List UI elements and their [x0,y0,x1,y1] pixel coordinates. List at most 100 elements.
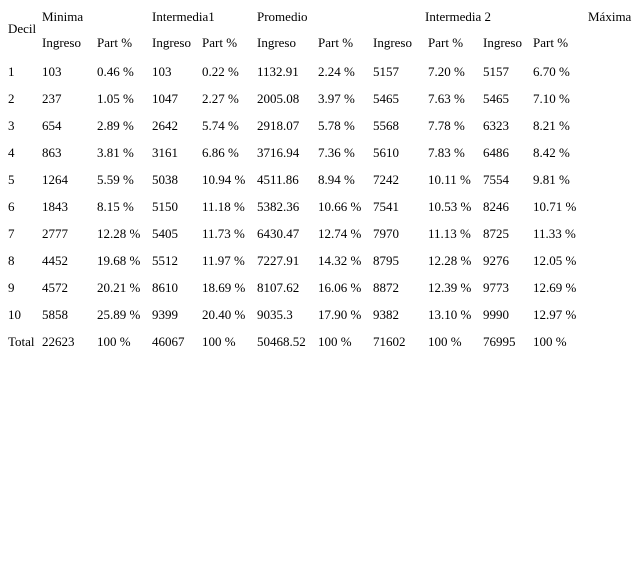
table-cell: 9276 [483,253,509,268]
table-cell: 5382.36 [257,199,300,214]
table-cell: 10.11 % [428,172,471,187]
table-cell: 3.97 % [318,91,355,106]
table-cell: 6486 [483,145,509,160]
table-cell: 13.10 % [428,307,472,322]
table-cell: 8107.62 [257,280,300,295]
column-header-ingreso: Ingreso [152,35,191,50]
table-cell: 18.69 % [202,280,246,295]
table-cell: 1264 [42,172,68,187]
row-label: 7 [8,226,15,241]
table-cell: 2.27 % [202,91,239,106]
table-cell: 19.68 % [97,253,141,268]
table-cell: 9773 [483,280,509,295]
table-cell: 5.74 % [202,118,239,133]
table-cell: 1.05 % [97,91,134,106]
table-cell: 16.06 % [318,280,362,295]
table-cell: 17.90 % [318,307,362,322]
table-cell: 11.13 % [428,226,471,241]
table-cell: 2.89 % [97,118,134,133]
row-label: 1 [8,64,15,79]
table-cell: 8795 [373,253,399,268]
table-cell: 100 % [428,334,462,349]
table-cell: 103 [152,64,172,79]
table-cell: 5465 [483,91,509,106]
table-cell: 5157 [373,64,399,79]
table-cell: 71602 [373,334,406,349]
table-cell: 7.63 % [428,91,465,106]
table-cell: 4572 [42,280,68,295]
table-cell: 863 [42,145,62,160]
table-cell: 8610 [152,280,178,295]
table-cell: 12.69 % [533,280,577,295]
table-row: 7 2777 12.28 % 5405 11.73 % 6430.47 12.7… [0,226,643,246]
table-cell: 22623 [42,334,75,349]
table-cell: 7554 [483,172,509,187]
row-label: 8 [8,253,15,268]
table-cell: 10.71 % [533,199,577,214]
table-cell: 2777 [42,226,68,241]
column-header-ingreso: Ingreso [373,35,412,50]
table-cell: 2.24 % [318,64,355,79]
table-cell: 8725 [483,226,509,241]
table-cell: 9035.3 [257,307,293,322]
table-cell: 5610 [373,145,399,160]
table-row: 10 5858 25.89 % 9399 20.40 % 9035.3 17.9… [0,307,643,327]
table-cell: 12.28 % [97,226,141,241]
table-cell: 1843 [42,199,68,214]
table-cell: 7227.91 [257,253,300,268]
table-cell: 7970 [373,226,399,241]
row-label: 10 [8,307,21,322]
table-row: 6 1843 8.15 % 5150 11.18 % 5382.36 10.66… [0,199,643,219]
group-header-promedio: Promedio [257,9,308,24]
column-header-part: Part % [428,35,464,50]
column-header-part: Part % [202,35,238,50]
column-header-ingreso: Ingreso [483,35,522,50]
table-cell: 5465 [373,91,399,106]
table-row: 4 863 3.81 % 3161 6.86 % 3716.94 7.36 % … [0,145,643,165]
table-cell: 6430.47 [257,226,300,241]
table-cell: 50468.52 [257,334,306,349]
table-cell: 100 % [318,334,352,349]
table-cell: 11.18 % [202,199,245,214]
table-cell: 5150 [152,199,178,214]
table-cell: 5568 [373,118,399,133]
group-header-minima: Minima [42,9,84,24]
table-cell: 14.32 % [318,253,362,268]
table-cell: 12.28 % [428,253,472,268]
table-cell: 20.40 % [202,307,246,322]
table-cell: 46067 [152,334,185,349]
table-cell: 8.42 % [533,145,570,160]
table-cell: 5.78 % [318,118,355,133]
corner-header-decil: Decil [8,21,37,36]
table-cell: 5157 [483,64,509,79]
table-row: 9 4572 20.21 % 8610 18.69 % 8107.62 16.0… [0,280,643,300]
table-cell: 7.10 % [533,91,570,106]
table-cell: 9990 [483,307,509,322]
table-cell: 10.94 % [202,172,246,187]
table-cell: 10.66 % [318,199,362,214]
table-cell: 3.81 % [97,145,134,160]
table-cell: 9382 [373,307,399,322]
table-cell: 6.70 % [533,64,570,79]
table-cell: 100 % [202,334,236,349]
table-cell: 4511.86 [257,172,299,187]
table-cell: 8246 [483,199,509,214]
table-cell: 7.83 % [428,145,465,160]
table-cell: 12.97 % [533,307,577,322]
group-header-intermedia1: Intermedia1 [152,9,215,24]
table-cell: 12.39 % [428,280,472,295]
table-cell: 9.81 % [533,172,570,187]
table-cell: 237 [42,91,62,106]
table-cell: 7.78 % [428,118,465,133]
table-cell: 3716.94 [257,145,300,160]
table-cell: 5405 [152,226,178,241]
table-cell: 11.97 % [202,253,245,268]
row-label: 3 [8,118,15,133]
table-cell: 12.05 % [533,253,577,268]
table-cell: 12.74 % [318,226,362,241]
column-header-part: Part % [318,35,354,50]
table-row: 1 103 0.46 % 103 0.22 % 1132.91 2.24 % 5… [0,64,643,84]
column-header-ingreso: Ingreso [257,35,296,50]
table-cell: 7.20 % [428,64,465,79]
table-cell: 3161 [152,145,178,160]
